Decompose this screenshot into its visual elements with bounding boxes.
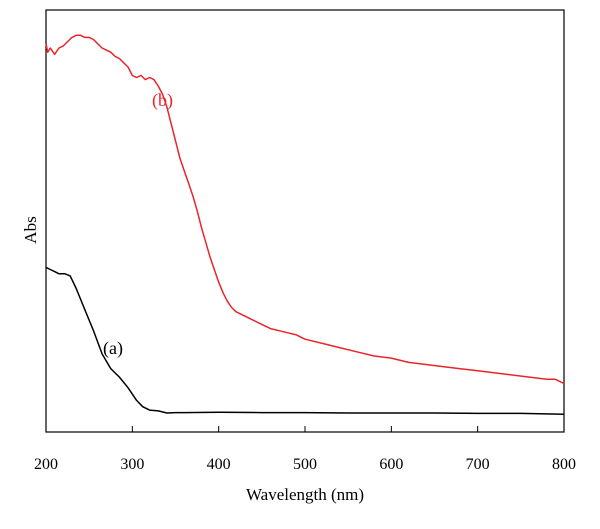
plot-frame [45, 9, 565, 433]
x-tick-label: 400 [207, 456, 231, 473]
series-line-b [45, 34, 565, 385]
x-axis-ticks: 200 300 400 500 600 700 800 [34, 426, 576, 473]
y-axis-label: Abs [21, 216, 40, 243]
series-line-a [45, 266, 565, 416]
series-label-b: (b) [152, 90, 173, 111]
x-tick-label: 500 [293, 456, 317, 473]
x-tick-label: 200 [34, 456, 58, 473]
series-label-a: (a) [103, 338, 123, 359]
x-tick-label: 300 [120, 456, 144, 473]
x-tick-label: 600 [379, 456, 403, 473]
series-lines [45, 34, 565, 416]
x-axis-label: Wavelength (nm) [246, 485, 364, 504]
x-tick-label: 700 [466, 456, 490, 473]
x-tick-label: 800 [552, 456, 576, 473]
